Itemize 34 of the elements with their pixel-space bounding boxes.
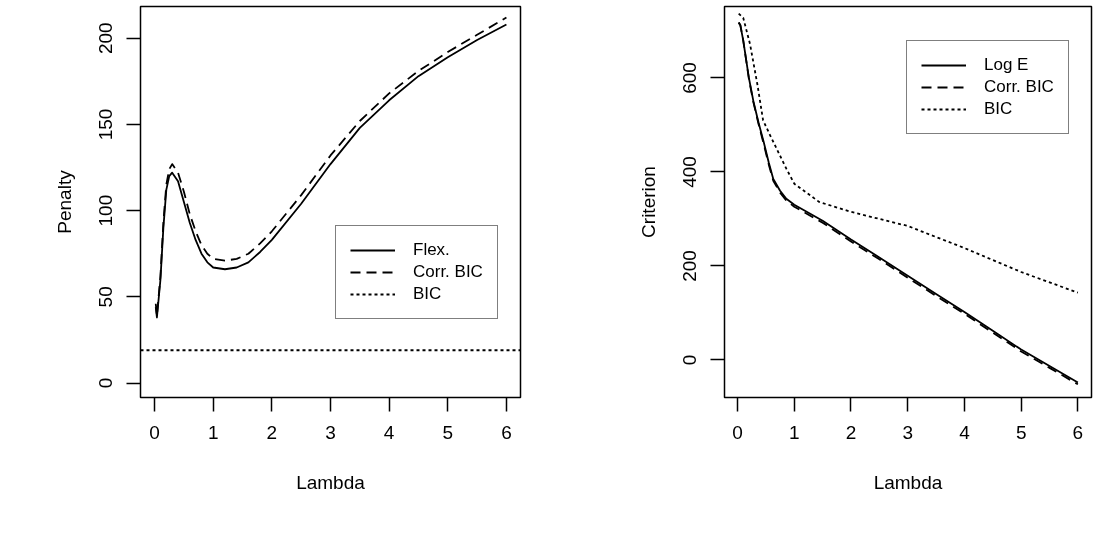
x-tick-label: 2 — [845, 421, 857, 443]
x-tick-label: 6 — [1072, 421, 1084, 443]
legend-label: BIC — [984, 99, 1013, 119]
x-tick-label: 5 — [442, 421, 454, 443]
y-tick-label: 150 — [95, 108, 117, 141]
x-axis-title: Lambda — [873, 471, 943, 493]
legend-label: Corr. BIC — [984, 77, 1054, 97]
x-tick-label: 2 — [266, 421, 278, 443]
y-tick-label: 400 — [679, 156, 701, 188]
x-tick-label: 1 — [207, 421, 219, 443]
x-tick-label: 1 — [788, 421, 800, 443]
legend-label: Flex. — [413, 240, 450, 260]
legend-label: Corr. BIC — [413, 262, 483, 282]
x-axis-title: Lambda — [296, 471, 366, 493]
legend-label: BIC — [413, 284, 442, 304]
y-tick-label: 0 — [95, 377, 117, 389]
legend-label: Log E — [984, 55, 1029, 75]
x-tick-label: 3 — [325, 421, 336, 443]
y-tick-label: 200 — [679, 250, 701, 282]
x-tick-label: 0 — [149, 421, 160, 443]
y-axis-title: Criterion — [637, 166, 659, 238]
x-tick-label: 4 — [959, 421, 971, 443]
x-tick-label: 5 — [1015, 421, 1027, 443]
x-tick-label: 4 — [383, 421, 395, 443]
line-series — [737, 12, 1079, 294]
x-tick-label: 3 — [902, 421, 914, 443]
y-tick-label: 0 — [679, 354, 701, 366]
y-tick-label: 50 — [95, 286, 117, 308]
y-tick-label: 200 — [95, 22, 117, 55]
y-tick-label: 100 — [95, 194, 117, 227]
y-axis-title: Penalty — [53, 169, 75, 234]
y-tick-label: 600 — [679, 62, 701, 94]
x-tick-label: 6 — [501, 421, 512, 443]
x-tick-label: 0 — [732, 421, 743, 443]
